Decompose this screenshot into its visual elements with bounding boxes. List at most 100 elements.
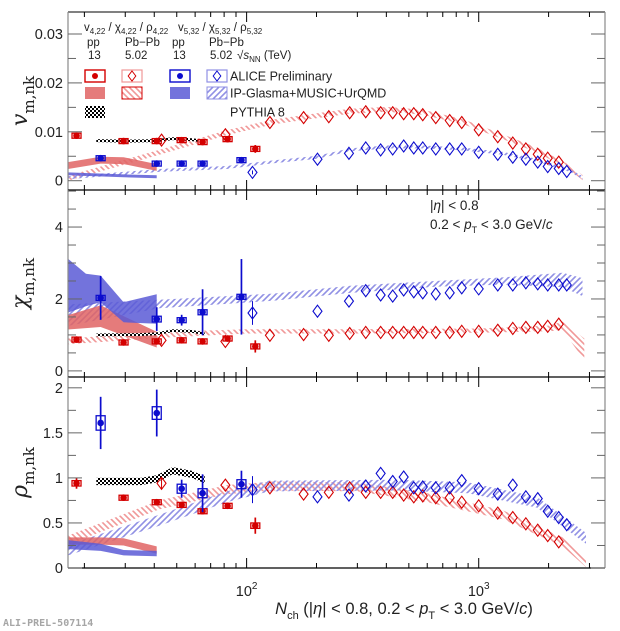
annotation-eta-cut: |η| < 0.8 xyxy=(430,198,479,213)
legend-row: PYTHIA 8 xyxy=(85,106,285,120)
legend-hatched-band xyxy=(121,86,143,100)
marker-open-diamond xyxy=(312,304,323,319)
x-axis-label-text: | < 0.8, 0.2 < xyxy=(322,600,419,618)
pbpb-m4-point xyxy=(492,506,503,520)
legend-open-diamond xyxy=(212,70,222,82)
legend-system-label: Pb−Pb xyxy=(125,37,160,49)
marker-open-diamond xyxy=(220,478,231,493)
pbpb-m5-point xyxy=(343,488,355,502)
marker-open-diamond xyxy=(507,510,518,525)
pbpb-m4-point xyxy=(156,476,167,491)
legend-energy-unit-text: s xyxy=(243,50,249,62)
series-pp-m5 xyxy=(95,259,247,336)
marker-filled-circle xyxy=(153,498,161,506)
pbpb-m5-point xyxy=(532,276,543,291)
pbpb-m4-point xyxy=(430,325,441,340)
pbpb-m5-point xyxy=(542,159,553,174)
x-axis-label-text: η xyxy=(313,600,322,618)
pbpb-m5-point xyxy=(561,278,572,292)
legend-marker-pythia xyxy=(85,106,105,118)
pbpb-m5-point xyxy=(312,304,323,319)
pbpb-m5-point xyxy=(561,164,572,179)
pp-m5-point xyxy=(236,470,247,498)
pbpb-m5-point xyxy=(444,285,455,300)
y-tick-label: 0 xyxy=(55,561,63,577)
pbpb-m4-point xyxy=(408,489,419,504)
pbpb-m4-point xyxy=(492,129,503,144)
marker-filled-circle xyxy=(199,489,206,497)
marker-open-diamond xyxy=(520,516,532,531)
marker-open-diamond xyxy=(375,466,386,481)
marker-open-diamond xyxy=(492,129,503,144)
marker-open-diamond xyxy=(430,490,441,505)
marker-filled-circle xyxy=(73,132,80,140)
marker-open-diamond xyxy=(408,480,419,495)
pbpb-m4-point xyxy=(408,325,419,340)
marker-open-diamond xyxy=(343,146,355,161)
pbpb-m5-point xyxy=(553,161,564,176)
legend-header-m4-text: v xyxy=(84,22,90,34)
marker-open-diamond xyxy=(417,107,428,122)
pbpb-m5-point xyxy=(398,470,409,484)
marker-open-diamond xyxy=(430,142,441,156)
marker-filled-circle xyxy=(238,156,245,164)
pp-m4-point xyxy=(222,502,233,510)
pbpb-m5-point xyxy=(532,491,543,506)
legend-checkered-band xyxy=(85,106,105,118)
legend-header-m4-text: 4,22 xyxy=(90,27,106,36)
marker-open-diamond xyxy=(398,488,409,502)
legend-header-m5-text: / xyxy=(231,22,241,34)
legend-header-m5-text: 5,32 xyxy=(215,27,231,36)
marker-open-diamond xyxy=(312,152,323,167)
series-pbpb-m4 xyxy=(156,104,564,170)
pbpb-m4-point xyxy=(264,480,276,495)
marker-filled-circle xyxy=(120,494,127,502)
marker-open-diamond xyxy=(520,152,532,167)
pbpb-m5-point xyxy=(553,278,564,292)
marker-open-diamond xyxy=(553,155,564,170)
pbpb-m4-point xyxy=(398,106,409,121)
pbpb-m5-point xyxy=(492,278,503,292)
marker-open-diamond xyxy=(264,115,276,130)
legend-energy-value: 5.02 xyxy=(125,50,147,62)
legend-header-m4-text: ρ xyxy=(146,22,153,34)
pbpb-m5-point xyxy=(360,283,371,298)
marker-open-diamond xyxy=(561,164,572,179)
marker-open-diamond xyxy=(444,490,455,505)
pbpb-m4-point xyxy=(507,321,518,336)
marker-filled-circle xyxy=(252,145,259,153)
pbpb-m5-point xyxy=(398,283,409,297)
marker-open-diamond xyxy=(473,481,484,496)
legend-marker-pbpb-m5 xyxy=(206,69,228,83)
pbpb-m4-point xyxy=(553,317,564,332)
marker-filled-circle xyxy=(252,343,259,350)
pbpb-m4-point xyxy=(323,485,334,500)
pbpb-m5-point xyxy=(408,480,419,495)
pbpb-m5-point xyxy=(343,146,355,161)
pbpb-m4-point xyxy=(323,109,334,124)
marker-open-diamond xyxy=(456,324,467,339)
marker-filled-circle xyxy=(73,336,80,343)
legend-header-m5-text: χ xyxy=(209,22,215,34)
marker-open-diamond xyxy=(343,294,355,309)
series-pp-m5 xyxy=(95,389,247,513)
pbpb-m4-point xyxy=(542,151,553,166)
pbpb-m5-point xyxy=(456,473,467,488)
legend-marker-pbpb-m4 xyxy=(121,69,143,83)
marker-open-diamond xyxy=(360,485,371,500)
legend-solid-band xyxy=(85,87,105,99)
pbpb-m5-point xyxy=(360,141,371,155)
marker-filled-circle xyxy=(199,138,206,146)
marker-open-diamond xyxy=(532,155,543,170)
pbpb-m4-point xyxy=(375,105,386,120)
legend-marker-pp-m5 xyxy=(169,69,191,83)
pbpb-m5-point xyxy=(492,147,503,162)
marker-open-diamond xyxy=(344,480,355,495)
marker-filled-circle xyxy=(224,502,231,510)
x-axis-label: Nch (|η| < 0.8, 0.2 < pT < 3.0 GeV/c) xyxy=(275,600,533,622)
annotation-pt-cut-text: p xyxy=(463,217,472,232)
marker-open-diamond xyxy=(360,104,371,119)
pbpb-m4-point xyxy=(444,325,455,340)
marker-filled-circle xyxy=(199,160,206,167)
